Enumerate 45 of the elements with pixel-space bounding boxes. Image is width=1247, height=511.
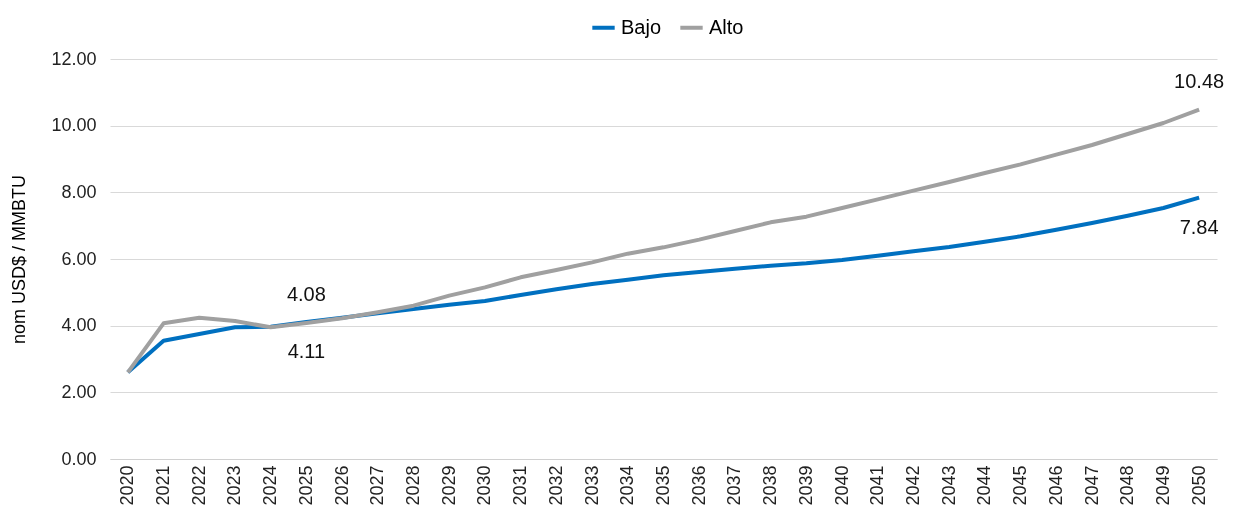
x-tick-label: 2029 [438,465,459,506]
x-tick-label: 2048 [1117,465,1138,506]
x-tick-label: 2036 [688,465,709,506]
y-tick-label: 10.00 [51,115,97,136]
legend-label: Alto [709,15,744,38]
x-tick-label: 2034 [617,465,638,506]
x-tick-label: 2033 [581,465,602,506]
x-tick-label: 2038 [760,465,781,506]
x-tick-label: 2043 [938,465,959,506]
data-label: 4.11 [287,340,326,362]
x-tick-label: 2025 [295,465,316,506]
x-tick-label: 2027 [367,465,388,506]
y-axis-title: nom USD$ / MMBTU [9,174,30,345]
x-tick-label: 2037 [724,465,745,506]
x-tick-label: 2040 [831,465,852,506]
x-tick-label: 2032 [545,465,566,506]
x-tick-label: 2020 [117,465,138,506]
x-tick-label: 2047 [1081,465,1102,506]
data-label: 4.08 [286,283,326,305]
x-tick-label: 2028 [403,465,424,506]
y-tick-label: 4.00 [61,315,97,336]
y-tick-label: 0.00 [61,448,97,469]
legend-label: Bajo [621,15,662,38]
x-tick-label: 2042 [902,465,923,506]
x-tick-label: 2022 [188,465,209,506]
x-tick-label: 2049 [1152,465,1173,506]
x-tick-label: 2046 [1045,465,1066,506]
x-tick-label: 2021 [153,465,174,506]
x-tick-label: 2035 [653,465,673,506]
y-tick-label: 6.00 [61,248,97,269]
x-tick-label: 2023 [224,465,245,506]
x-tick-label: 2039 [795,465,816,506]
y-tick-label: 12.00 [51,48,97,69]
x-tick-label: 2024 [260,465,281,506]
x-tick-label: 2050 [1188,465,1209,506]
y-tick-label: 8.00 [61,181,97,202]
x-tick-label: 2041 [867,465,888,506]
y-tick-label: 2.00 [61,381,97,402]
x-tick-label: 2026 [331,465,352,506]
x-tick-label: 2031 [510,465,531,506]
x-tick-label: 2045 [1010,465,1031,506]
x-tick-label: 2044 [974,465,995,506]
x-tick-label: 2030 [474,465,495,506]
data-label: 10.48 [1174,69,1225,92]
data-label: 7.84 [1179,215,1219,238]
